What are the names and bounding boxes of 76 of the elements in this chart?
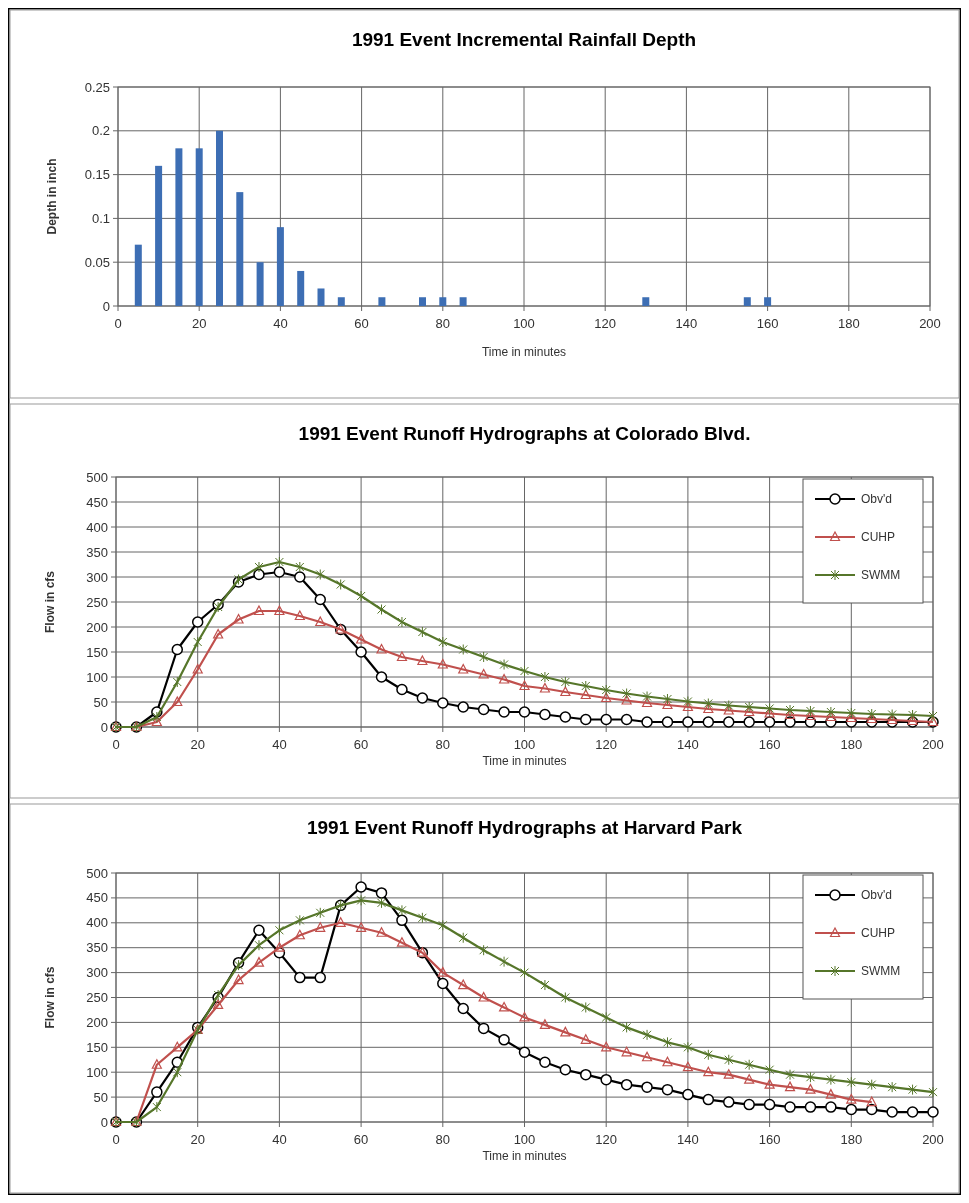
legend-label: SWMM [861,964,901,978]
x-tick-label: 20 [190,737,205,752]
y-tick-label: 450 [86,494,108,510]
x-tick-label: 180 [840,737,863,752]
x-tick-label: 140 [677,1132,699,1147]
y-tick-label: 500 [86,865,108,881]
legend-label: CUHP [861,530,896,544]
y-tick-label: 150 [86,1039,108,1055]
y-tick-label: 0.2 [91,123,110,139]
x-tick-label: 200 [919,316,941,331]
chart-title: 1991 Event Runoff Hydrographs at Harvard Park [306,817,743,838]
x-tick-label: 80 [435,1132,451,1147]
x-tick-label: 160 [756,316,779,331]
x-tick-label: 120 [594,316,617,331]
x-tick-label: 100 [513,1132,536,1147]
y-tick-label: 400 [86,915,108,931]
y-tick-label: 0.1 [91,210,110,226]
legend-label: SWMM [861,568,901,582]
y-tick-label: 50 [93,694,108,710]
y-tick-label: 400 [86,519,108,535]
x-tick-label: 0 [114,316,122,331]
x-tick-label: 160 [758,737,781,752]
x-tick-label: 200 [922,737,944,752]
x-tick-label: 80 [435,316,451,331]
y-tick-label: 450 [86,890,108,906]
y-tick-label: 300 [86,965,108,981]
y-tick-label: 250 [86,990,108,1005]
x-tick-label: 80 [435,737,451,752]
y-axis-title: Depth in inch [45,158,59,235]
x-tick-label: 60 [354,316,369,331]
x-axis-title: Time in minutes [482,754,567,768]
x-tick-label: 100 [513,316,535,331]
y-tick-label: 300 [86,569,108,585]
x-tick-label: 200 [922,1132,944,1147]
y-tick-label: 350 [86,544,108,560]
y-tick-label: 100 [86,669,108,685]
x-tick-label: 40 [272,737,287,752]
x-tick-label: 20 [191,316,207,331]
x-tick-label: 60 [353,1132,369,1147]
y-axis-title: Flow in cfs [43,966,57,1029]
x-tick-label: 0 [112,1132,120,1147]
y-tick-label: 350 [86,940,108,956]
y-tick-label: 150 [86,644,108,660]
chart-title: 1991 Event Runoff Hydrographs at Colorado Blvd. [298,423,751,444]
x-tick-label: 40 [273,316,288,331]
chart-title: 1991 Event Incremental Rainfall Depth [351,29,697,50]
y-tick-label: 0.05 [84,254,110,270]
y-axis-title: Flow in cfs [43,570,57,634]
y-tick-label: 0.15 [84,167,110,183]
x-tick-label: 20 [190,1132,205,1147]
y-tick-label: 200 [86,1014,108,1030]
y-tick-label: 100 [86,1064,108,1080]
x-tick-label: 180 [840,1132,863,1147]
y-tick-label: 0.25 [84,79,110,95]
x-tick-label: 0 [112,737,120,752]
y-tick-label: 0 [100,719,108,735]
x-tick-label: 60 [353,737,369,752]
y-tick-label: 250 [86,594,108,610]
y-tick-label: 500 [86,469,108,485]
legend-label: CUHP [861,926,896,940]
y-tick-label: 50 [93,1089,108,1105]
legend-label: Obv'd [861,492,892,506]
x-tick-label: 40 [272,1132,287,1147]
x-axis-title: Time in minutes [482,1149,567,1163]
y-tick-label: 0 [102,298,110,314]
x-tick-label: 160 [758,1132,781,1147]
x-axis-title: Time in minutes [481,345,567,359]
y-tick-label: 0 [100,1114,108,1130]
x-tick-label: 100 [513,737,536,752]
x-tick-label: 120 [595,1132,618,1147]
y-tick-label: 200 [86,619,108,635]
x-tick-label: 120 [595,737,618,752]
legend-label: Obv'd [861,888,892,902]
x-tick-label: 180 [837,316,860,331]
x-tick-label: 140 [677,737,699,752]
x-tick-label: 140 [675,316,698,331]
